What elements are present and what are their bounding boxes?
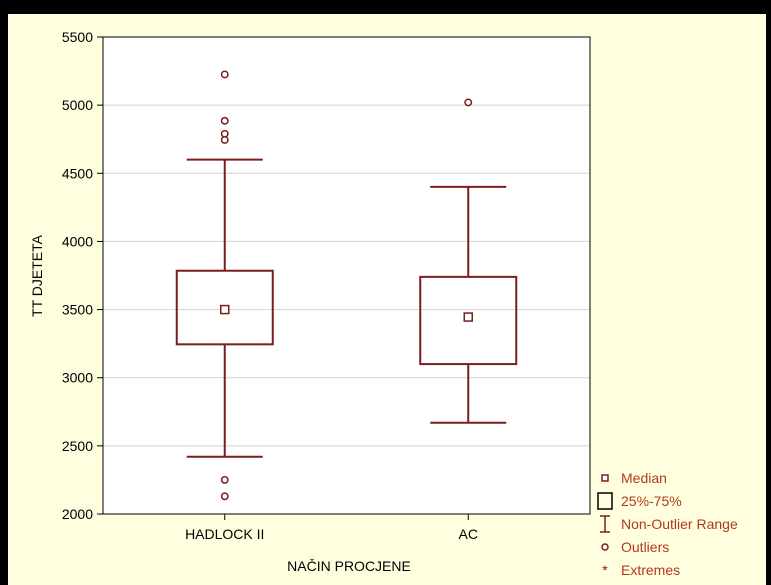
x-tick-label: AC bbox=[459, 526, 478, 542]
plot-border bbox=[102, 36, 591, 515]
y-tick-label: 3500 bbox=[62, 302, 93, 318]
plot-area bbox=[103, 37, 590, 514]
box-group bbox=[419, 98, 518, 424]
outlier-point bbox=[220, 135, 229, 144]
y-tick-label: 4500 bbox=[62, 165, 93, 181]
y-axis-title: TT DJETETA bbox=[29, 234, 45, 317]
y-tick-label: 5500 bbox=[62, 29, 93, 45]
median-legend-icon bbox=[601, 474, 609, 482]
legend-label: Outliers bbox=[621, 539, 669, 555]
outlier-point bbox=[220, 70, 229, 79]
outlier-point bbox=[220, 116, 229, 125]
y-tick-label: 5000 bbox=[62, 97, 93, 113]
iqr-box bbox=[175, 269, 274, 346]
outlier-point bbox=[220, 475, 229, 484]
legend-label: 25%-75% bbox=[621, 493, 682, 509]
legend-label: Extremes bbox=[621, 562, 680, 578]
x-tick-label: HADLOCK II bbox=[185, 526, 264, 542]
x-axis-title: NAČIN PROCJENE bbox=[287, 558, 411, 574]
median-marker bbox=[220, 304, 230, 315]
outlier-legend-icon bbox=[601, 543, 609, 551]
extreme-legend-icon: * bbox=[602, 562, 608, 578]
box-group bbox=[175, 70, 274, 501]
legend-item: Median bbox=[601, 470, 667, 486]
legend-item: 25%-75% bbox=[597, 492, 682, 510]
y-tick-label: 2500 bbox=[62, 438, 93, 454]
median-marker bbox=[463, 312, 473, 322]
legend-label: Median bbox=[621, 470, 667, 486]
y-tick-label: 2000 bbox=[62, 506, 93, 522]
legend-item: * Extremes bbox=[602, 562, 680, 578]
iqr-box bbox=[419, 275, 518, 366]
box-legend-icon bbox=[597, 492, 613, 510]
outlier-point bbox=[220, 492, 229, 501]
y-tick-label: 3000 bbox=[62, 370, 93, 386]
legend-label: Non-Outlier Range bbox=[621, 516, 738, 532]
outlier-point bbox=[464, 98, 473, 107]
legend: Median 25%-75% Non-Outlier Range Outliers * E… bbox=[597, 470, 738, 578]
legend-item: Outliers bbox=[601, 539, 669, 555]
legend-item: Non-Outlier Range bbox=[600, 515, 738, 533]
y-tick-label: 4000 bbox=[62, 233, 93, 249]
